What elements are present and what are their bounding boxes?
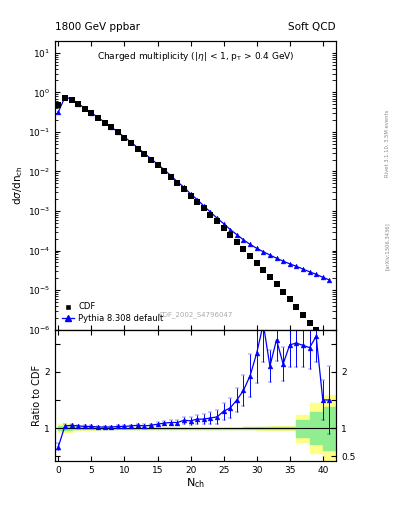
Point — [141, 150, 147, 158]
Text: Rivet 3.1.10, 3.5M events: Rivet 3.1.10, 3.5M events — [385, 110, 389, 177]
Point — [88, 109, 95, 117]
Point — [300, 311, 306, 319]
Point — [174, 179, 180, 187]
Point — [75, 100, 81, 109]
Text: Charged multiplicity ($|\eta|$ < 1, p$_{\rm T}$ > 0.4 GeV): Charged multiplicity ($|\eta|$ < 1, p$_{… — [97, 50, 294, 62]
Point — [181, 185, 187, 194]
Point — [320, 334, 326, 343]
Point — [121, 134, 128, 142]
Point — [167, 173, 174, 181]
Point — [55, 101, 61, 109]
Point — [201, 204, 207, 212]
Point — [161, 167, 167, 175]
Point — [187, 192, 194, 200]
Point — [240, 245, 246, 253]
Point — [115, 129, 121, 137]
Point — [267, 273, 273, 282]
X-axis label: N$_{\rm ch}$: N$_{\rm ch}$ — [186, 476, 205, 490]
Text: Soft QCD: Soft QCD — [288, 22, 336, 32]
Point — [207, 211, 213, 219]
Point — [68, 96, 75, 104]
Point — [274, 280, 280, 288]
Point — [234, 238, 240, 246]
Point — [108, 123, 114, 132]
Point — [154, 161, 161, 169]
Text: CDF_2002_S4796047: CDF_2002_S4796047 — [158, 311, 233, 318]
Point — [313, 326, 320, 334]
Point — [247, 251, 253, 260]
Point — [101, 118, 108, 126]
Point — [227, 231, 233, 239]
Point — [253, 259, 260, 267]
Point — [148, 156, 154, 164]
Point — [134, 144, 141, 153]
Y-axis label: Ratio to CDF: Ratio to CDF — [31, 365, 42, 426]
Y-axis label: d$\sigma$/dn$_{\rm ch}$: d$\sigma$/dn$_{\rm ch}$ — [11, 165, 25, 205]
Point — [95, 114, 101, 122]
Point — [260, 266, 266, 274]
Point — [220, 224, 227, 232]
Point — [326, 342, 332, 350]
Text: [arXiv:1306.3436]: [arXiv:1306.3436] — [385, 222, 389, 270]
Text: 1800 GeV ppbar: 1800 GeV ppbar — [55, 22, 140, 32]
Point — [128, 139, 134, 147]
Point — [293, 303, 299, 311]
Point — [214, 217, 220, 225]
Legend: CDF, Pythia 8.308 default: CDF, Pythia 8.308 default — [59, 300, 166, 326]
Point — [194, 198, 200, 206]
Point — [307, 318, 313, 327]
Point — [286, 295, 293, 304]
Point — [82, 104, 88, 113]
Point — [62, 94, 68, 102]
Point — [280, 288, 286, 296]
